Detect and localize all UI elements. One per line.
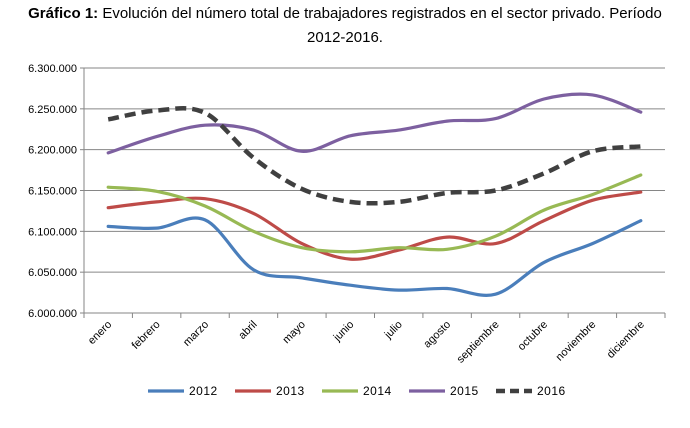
series-line-2014 (106, 173, 643, 254)
series-lines (106, 92, 643, 297)
x-tick-label: noviembre (554, 319, 599, 364)
x-tick-label: mayo (280, 319, 308, 347)
y-tick-label: 6.250.000 (28, 104, 77, 116)
legend-label-2013: 2013 (276, 384, 305, 398)
x-tick-label: junio (331, 319, 357, 345)
legend-label-2016: 2016 (537, 384, 566, 398)
series-line-2016 (107, 106, 642, 206)
x-tick-label: octubre (516, 319, 550, 353)
legend-label-2015: 2015 (450, 384, 479, 398)
y-tick-label: 6.150.000 (28, 186, 77, 198)
chart-title-lead: Gráfico 1: (28, 5, 99, 22)
y-tick-label: 6.300.000 (28, 63, 77, 75)
y-tick-label: 6.200.000 (28, 145, 77, 157)
legend-label-2014: 2014 (363, 384, 392, 398)
x-tick-label: diciembre (605, 319, 647, 361)
x-tick-label: agosto (421, 319, 453, 351)
x-tick-label: febrero (130, 319, 163, 352)
y-axis-ticks: 6.000.000 6.050.000 6.100.000 6.150.000 6.20… (28, 63, 84, 320)
x-tick-label: septiembre (455, 319, 502, 366)
y-tick-label: 6.000.000 (28, 308, 77, 320)
gridlines (84, 67, 665, 273)
legend-label-2012: 2012 (189, 384, 218, 398)
x-tick-label: abril (236, 319, 259, 342)
legend: 2012 2013 2014 2015 2016 (148, 384, 566, 398)
series-line-2015 (106, 92, 643, 155)
y-tick-label: 6.050.000 (28, 267, 77, 279)
chart-title-line2: 2012-2016. (307, 29, 383, 46)
y-tick-label: 6.100.000 (28, 226, 77, 238)
series-line-2013 (106, 190, 643, 261)
x-axis-ticks: enero febrero marzo abril mayo junio julio agos… (83, 313, 666, 366)
x-tick-label: enero (86, 319, 114, 347)
chart-title-text: Evolución del número total de trabajador… (98, 5, 662, 22)
chart-title: Gráfico 1: Evolución del número total de… (0, 2, 690, 50)
x-tick-label: julio (382, 319, 405, 342)
x-tick-label: marzo (181, 319, 211, 349)
series-line-2012 (106, 216, 643, 297)
